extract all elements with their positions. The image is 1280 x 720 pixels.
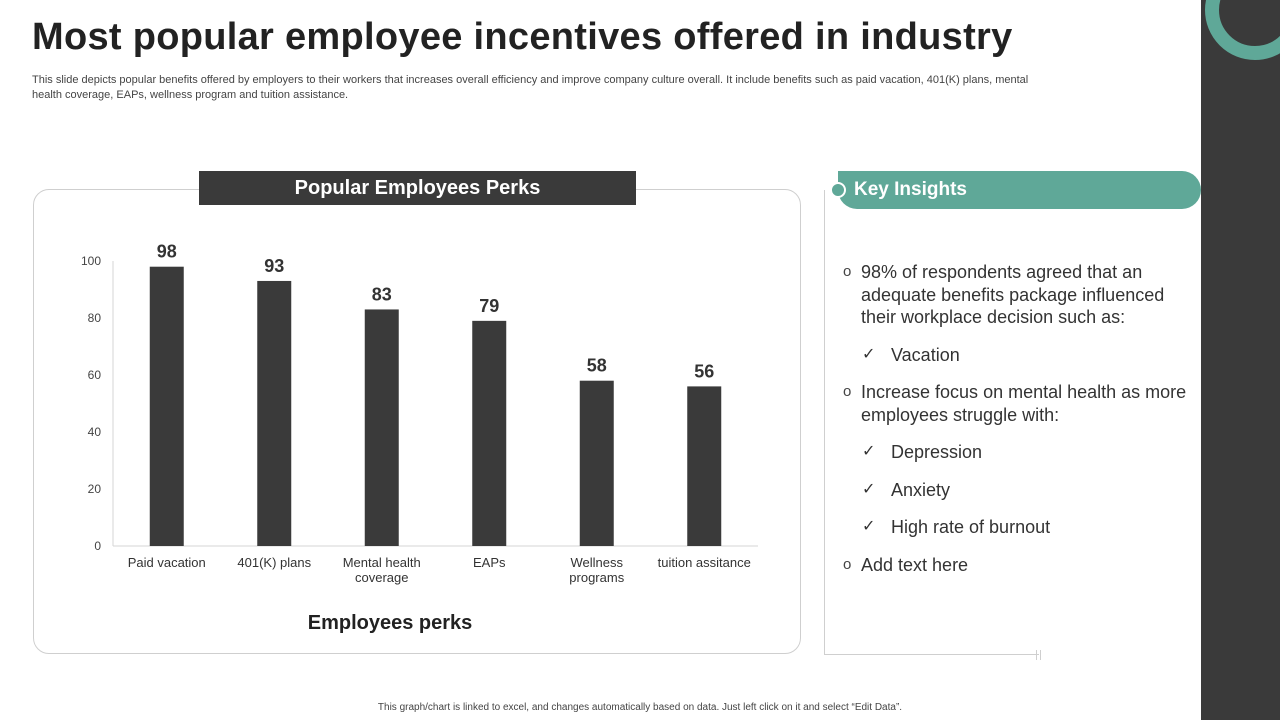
footer-note: This graph/chart is linked to excel, and… [377,702,903,713]
insight-check-item: ✓ Anxiety [843,479,1193,502]
x-tick-label: tuition assitance [658,555,751,570]
data-label: 83 [372,284,392,304]
data-label: 98 [157,242,177,262]
check-icon: ✓ [862,443,876,460]
bar [149,266,184,546]
insight-text: High rate of burnout [891,517,1051,537]
insight-check-item: ✓ Depression [843,441,1193,464]
bar [472,320,507,546]
check-icon: ✓ [862,345,876,363]
insight-bullet-item: o 98% of respondents agreed that an adequ… [843,261,1193,329]
insight-text: Increase focus on mental health as more … [861,382,1187,425]
y-tick-label: 0 [94,539,101,553]
insight-bullet-item: o Add text here [843,554,1193,577]
y-tick-label: 40 [88,425,102,439]
bar [579,380,614,546]
data-label: 93 [264,256,284,276]
bullet-icon: o [843,555,852,573]
insight-text: 98% of respondents agreed that an adequa… [861,262,1165,327]
insights-list: o 98% of respondents agreed that an adequ… [843,261,1193,591]
y-tick-label: 80 [88,311,102,325]
x-tick-label: EAPs [473,555,506,570]
x-tick-label: Wellness programs [569,555,624,585]
y-tick-label: 100 [81,254,101,268]
side-panel [1201,0,1280,720]
insight-text: Depression [891,442,983,462]
x-axis-title: Employees perks [307,612,473,634]
bar [364,309,399,546]
insight-check-item: ✓ High rate of burnout [843,516,1193,539]
insight-text: Add text here [861,554,969,575]
x-tick-label: 401(K) plans [237,555,311,570]
insight-text: Anxiety [891,479,951,500]
insights-frame-left [824,190,825,655]
check-icon: ✓ [862,518,876,535]
y-tick-label: 20 [88,482,102,496]
x-tick-label: Paid vacation [128,555,206,570]
insights-frame-tick [1036,650,1037,660]
insights-title: Key Insights [838,171,1201,209]
bullet-icon: o [843,263,852,280]
insights-frame-bottom [824,654,1039,655]
page-title: Most popular employee incentives offered… [32,16,1013,58]
bar [687,386,722,546]
bullet-icon: o [843,383,852,400]
bar-chart[interactable]: 0 20 40 60 80 100 98 Paid vacation 93 401(K) plan… [60,230,780,600]
check-icon: ✓ [862,480,876,498]
bar [257,280,292,546]
data-label: 79 [479,296,499,316]
insights-frame-tick [1040,650,1041,660]
data-label: 56 [694,361,714,381]
slide-description: This slide depicts popular benefits offe… [32,74,1029,101]
y-tick-label: 60 [88,368,102,382]
chart-title: Popular Employees Perks [199,171,636,205]
insight-text: Vacation [891,344,960,365]
data-label: 58 [587,356,607,376]
insights-dot [830,182,846,198]
insight-check-item: ✓ Vacation [843,344,1193,367]
insight-bullet-item: o Increase focus on mental health as more… [843,381,1193,426]
x-tick-label: Mental health coverage [343,555,421,585]
